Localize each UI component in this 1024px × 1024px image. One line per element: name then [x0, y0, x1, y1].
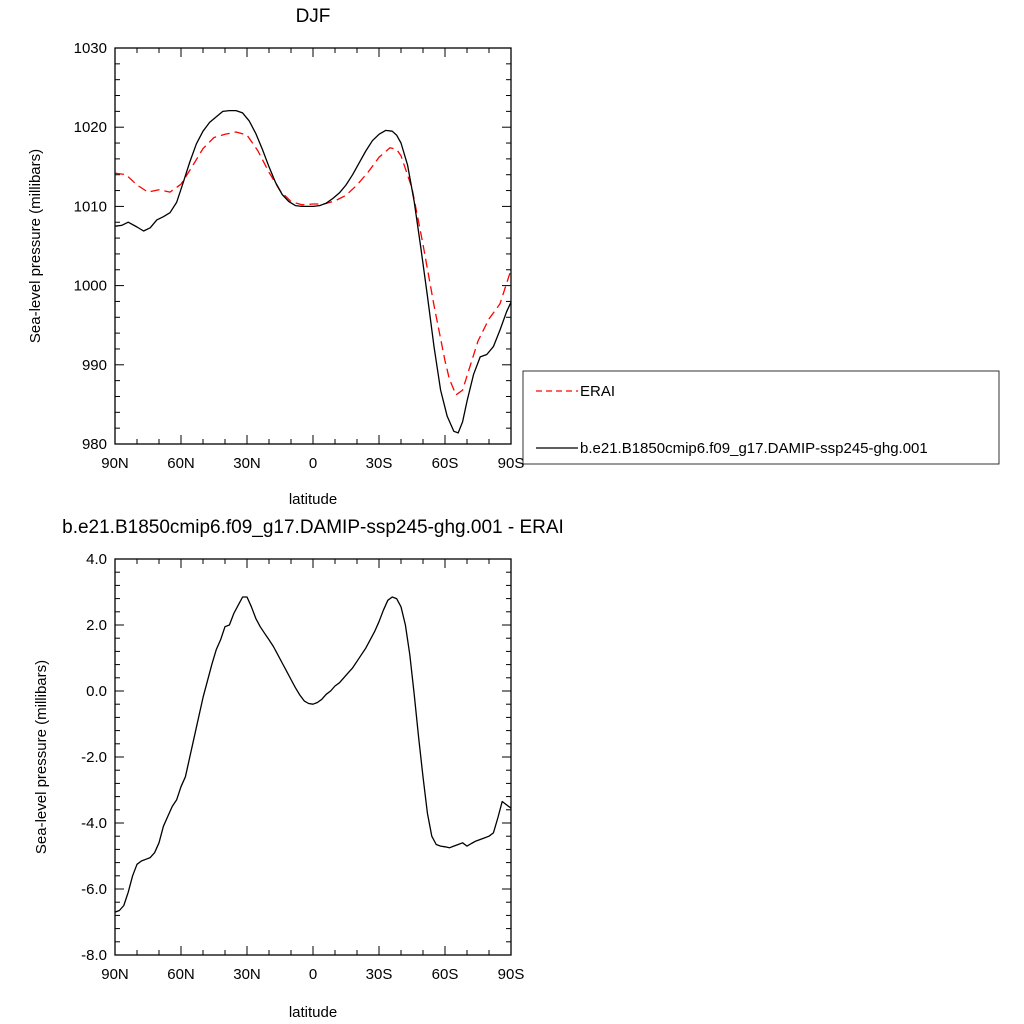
- y-tick-label: -8.0: [81, 947, 107, 964]
- series-line-erai: [114, 131, 512, 396]
- y-tick-label: 980: [82, 436, 107, 453]
- y-tick-label: 1010: [74, 198, 107, 215]
- series-line-model: [114, 109, 512, 434]
- x-tick-labels: 90N 60N 30N 0 30S 60S 90S: [101, 966, 524, 983]
- series-lines: [114, 109, 512, 434]
- panel-bottom: b.e21.B1850cmip6.f09_g17.DAMIP-ssp245-gh…: [33, 517, 564, 1021]
- tick-marks: [114, 558, 512, 956]
- y-axis-label: Sea-level pressure (millibars): [27, 149, 44, 343]
- y-tick-label: 0.0: [86, 683, 107, 700]
- y-tick-label: 2.0: [86, 617, 107, 634]
- x-tick-label: 0: [309, 966, 317, 983]
- x-tick-label: 90S: [498, 455, 525, 472]
- x-axis-label: latitude: [289, 1004, 337, 1021]
- x-tick-label: 90N: [101, 455, 129, 472]
- x-tick-label: 60S: [432, 966, 459, 983]
- plot-frame: [114, 558, 512, 956]
- y-tick-label: 1030: [74, 40, 107, 57]
- x-tick-label: 30N: [233, 455, 261, 472]
- y-tick-label: 990: [82, 357, 107, 374]
- y-tick-label: 1000: [74, 278, 107, 295]
- y-tick-label: -2.0: [81, 749, 107, 766]
- x-tick-label: 60S: [432, 455, 459, 472]
- x-tick-label: 30S: [366, 966, 393, 983]
- y-axis-label: Sea-level pressure (millibars): [33, 660, 50, 854]
- plot-frame: [114, 47, 512, 445]
- x-tick-label: 60N: [167, 455, 195, 472]
- chart-title: DJF: [296, 6, 331, 27]
- y-tick-label: 4.0: [86, 551, 107, 568]
- x-tick-label: 90S: [498, 966, 525, 983]
- x-tick-label: 60N: [167, 966, 195, 983]
- series-lines: [114, 596, 512, 913]
- difference-line: [114, 596, 512, 913]
- x-tick-labels: 90N 60N 30N 0 30S 60S 90S: [101, 455, 524, 472]
- panel-top: DJF 90N 60N 30N 0 30S 60S 90S 980 990 1000 1010 10…: [27, 6, 524, 508]
- y-tick-label: 1020: [74, 119, 107, 136]
- y-tick-labels: -8.0 -6.0 -4.0 -2.0 0.0 2.0 4.0: [81, 551, 107, 964]
- y-tick-labels: 980 990 1000 1010 1020 1030: [74, 40, 107, 453]
- y-tick-label: -6.0: [81, 881, 107, 898]
- x-tick-label: 30N: [233, 966, 261, 983]
- legend: ERAI b.e21.B1850cmip6.f09_g17.DAMIP-ssp2…: [522, 370, 1000, 465]
- y-tick-label: -4.0: [81, 815, 107, 832]
- chart-title: b.e21.B1850cmip6.f09_g17.DAMIP-ssp245-gh…: [62, 517, 564, 538]
- legend-box: [522, 370, 1000, 465]
- x-tick-label: 30S: [366, 455, 393, 472]
- x-tick-label: 90N: [101, 966, 129, 983]
- legend-label-erai: ERAI: [580, 383, 615, 400]
- x-tick-label: 0: [309, 455, 317, 472]
- legend-label-model: b.e21.B1850cmip6.f09_g17.DAMIP-ssp245-gh…: [580, 440, 928, 457]
- x-axis-label: latitude: [289, 491, 337, 508]
